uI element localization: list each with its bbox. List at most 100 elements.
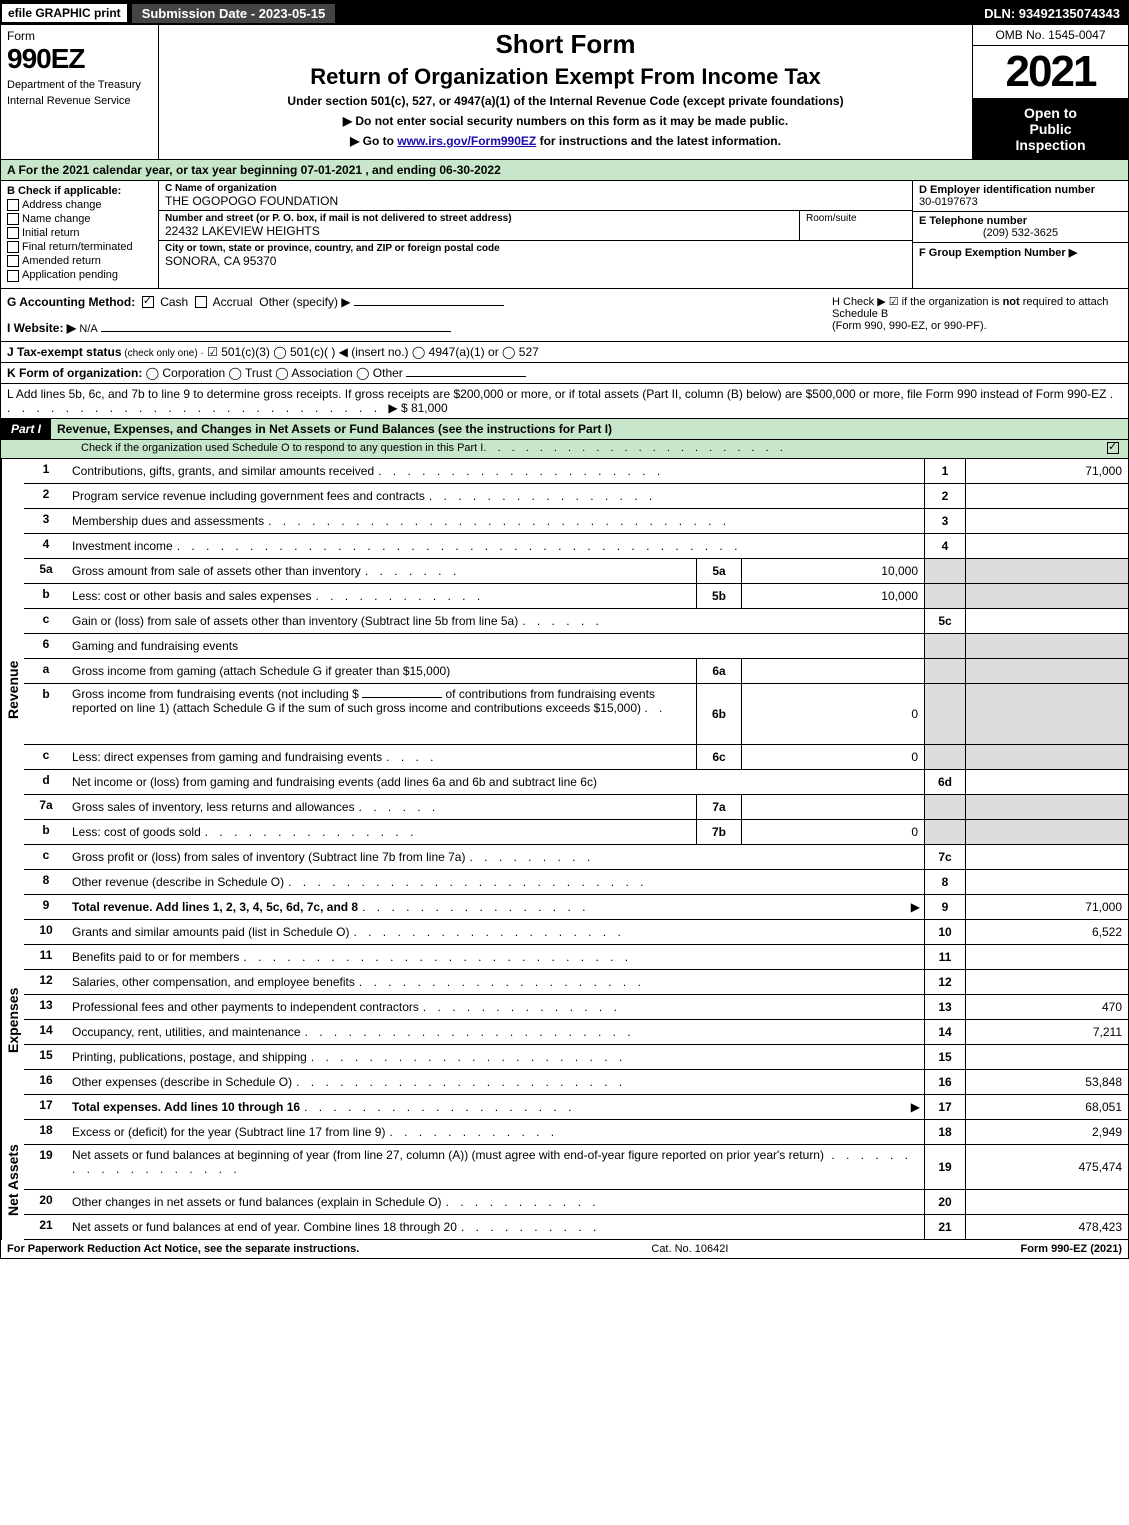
form-container: efile GRAPHIC print Submission Date - 20… [0,0,1129,1259]
line-5c: c Gain or (loss) from sale of assets oth… [24,609,1128,634]
part-1-header: Part I Revenue, Expenses, and Changes in… [1,419,1128,440]
line-inbox: 6c [696,745,741,769]
line-rbox: 13 [924,995,965,1019]
line-rval-shade [965,820,1128,844]
goto-post: for instructions and the latest informat… [536,134,781,148]
line-desc: Salaries, other compensation, and employ… [72,975,355,989]
net-assets-block: Net Assets 18 Excess or (deficit) for th… [1,1120,1128,1240]
part-1-label: Part I [1,419,51,439]
line-rbox: 17 [924,1095,965,1119]
chk-application-pending[interactable]: Application pending [7,269,152,281]
website-underline [101,331,451,332]
line-rval: 7,211 [965,1020,1128,1044]
other-specify-label: Other (specify) ▶ [259,295,350,309]
line-num: 9 [24,895,68,919]
line-inbox: 6b [696,684,741,744]
ssn-warning: ▶ Do not enter social security numbers o… [167,114,964,128]
chk-address-change[interactable]: Address change [7,199,152,211]
efile-print-button[interactable]: efile GRAPHIC print [1,3,128,23]
line-num: b [24,584,68,608]
other-specify-input[interactable] [354,305,504,306]
line-9-total-revenue: 9 Total revenue. Add lines 1, 2, 3, 4, 5… [24,895,1128,920]
expenses-side-label: Expenses [1,920,24,1120]
line-num: 17 [24,1095,68,1119]
line-num: 19 [24,1145,68,1189]
org-name-value: THE OGOPOGO FOUNDATION [165,194,906,208]
street-label: Number and street (or P. O. box, if mail… [165,213,793,224]
line-desc: Net assets or fund balances at beginning… [72,1148,824,1162]
line-rbox: 8 [924,870,965,894]
revenue-block: Revenue 1 Contributions, gifts, grants, … [1,459,1128,920]
line-num: b [24,684,68,744]
line-rbox-shade [924,820,965,844]
chk-final-return[interactable]: Final return/terminated [7,241,152,253]
line-desc: Less: direct expenses from gaming and fu… [72,750,382,764]
irs-link[interactable]: www.irs.gov/Form990EZ [397,134,536,148]
room-suite-label: Room/suite [799,211,912,240]
line-rval [965,509,1128,533]
line-10: 10 Grants and similar amounts paid (list… [24,920,1128,945]
line-desc: Investment income [72,539,173,553]
line-rval-shade [965,745,1128,769]
line-rbox: 12 [924,970,965,994]
line-num: 7a [24,795,68,819]
expenses-block: Expenses 10 Grants and similar amounts p… [1,920,1128,1120]
open-line1: Open to [975,105,1126,121]
telephone-label: E Telephone number [919,215,1122,227]
line-rbox: 6d [924,770,965,794]
line-desc: Gross profit or (loss) from sales of inv… [72,850,465,864]
chk-accrual[interactable] [195,296,207,308]
line-6c: c Less: direct expenses from gaming and … [24,745,1128,770]
line-13: 13 Professional fees and other payments … [24,995,1128,1020]
line-rbox-shade [924,659,965,683]
line-inval: 10,000 [741,584,924,608]
line-rval-shade [965,584,1128,608]
line-rval: 6,522 [965,920,1128,944]
line-inval: 0 [741,745,924,769]
goto-pre: ▶ Go to [350,134,397,148]
contrib-amount-input[interactable] [362,697,442,698]
line-inbox: 7b [696,820,741,844]
ein-value: 30-0197673 [919,196,1122,208]
line-inval: 10,000 [741,559,924,583]
line-rbox: 4 [924,534,965,558]
line-7b: b Less: cost of goods sold. . . . . . . … [24,820,1128,845]
line-6a: a Gross income from gaming (attach Sched… [24,659,1128,684]
line-desc-bold: Total revenue. Add lines 1, 2, 3, 4, 5c,… [72,900,358,914]
line-desc: Gaming and fundraising events [72,639,238,653]
line-inval [741,795,924,819]
line-num: c [24,745,68,769]
subtitle: Under section 501(c), 527, or 4947(a)(1)… [167,94,964,108]
net-assets-side-label: Net Assets [1,1120,24,1240]
section-j-tax-exempt: J Tax-exempt status (check only one) · ☑… [1,342,1128,363]
form-header: Form 990EZ Department of the Treasury In… [1,25,1128,160]
line-6: 6 Gaming and fundraising events [24,634,1128,659]
l-arrow-amount: ▶ $ 81,000 [388,401,447,415]
line-num: 21 [24,1215,68,1239]
line-desc: Professional fees and other payments to … [72,1000,419,1014]
line-rval: 68,051 [965,1095,1128,1119]
chk-amended-return[interactable]: Amended return [7,255,152,267]
group-exemption-label: F Group Exemption Number ▶ [919,246,1122,259]
chk-cash[interactable] [142,296,154,308]
k-label: K Form of organization: [7,366,142,380]
section-c-orginfo: C Name of organization THE OGOPOGO FOUND… [159,181,912,288]
org-name-label: C Name of organization [165,183,906,194]
part-1-sub-text: Check if the organization used Schedule … [81,442,483,454]
chk-name-change[interactable]: Name change [7,213,152,225]
section-l-gross-receipts: L Add lines 5b, 6c, and 7b to line 9 to … [1,384,1128,419]
line-rval-shade [965,659,1128,683]
line-rval [965,534,1128,558]
line-desc: Other revenue (describe in Schedule O) [72,875,284,889]
line-rbox: 10 [924,920,965,944]
chk-schedule-o[interactable] [1107,442,1119,454]
k-other-input[interactable] [406,376,526,377]
k-options: ◯ Corporation ◯ Trust ◯ Association ◯ Ot… [142,366,402,380]
section-def: D Employer identification number 30-0197… [912,181,1128,288]
footer-cat-no: Cat. No. 10642I [359,1243,1020,1255]
line-20: 20 Other changes in net assets or fund b… [24,1190,1128,1215]
omb-number: OMB No. 1545-0047 [973,25,1128,46]
street-value: 22432 LAKEVIEW HEIGHTS [165,224,793,238]
line-num: d [24,770,68,794]
chk-initial-return[interactable]: Initial return [7,227,152,239]
